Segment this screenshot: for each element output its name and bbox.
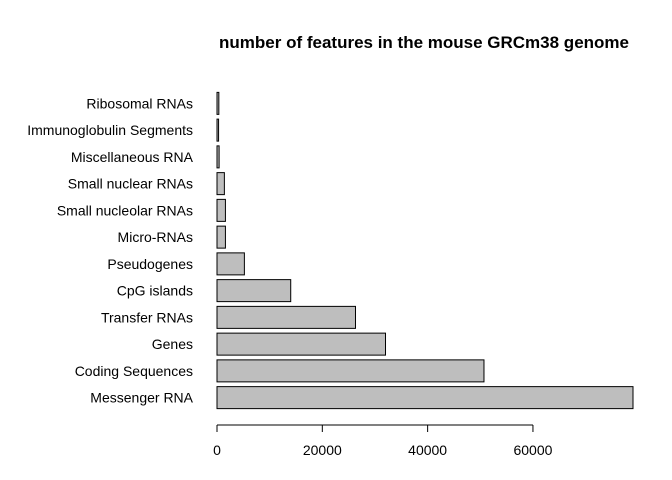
x-tick-label: 60000 [513, 442, 552, 458]
category-label: Messenger RNA [90, 390, 193, 406]
bar-coding-sequences [216, 359, 485, 383]
bars-layer [216, 91, 634, 410]
bar-ribosomal-rnas [216, 91, 220, 115]
category-label: Transfer RNAs [101, 309, 193, 325]
bar-genes [216, 332, 387, 356]
bar-cpg-islands [216, 279, 292, 303]
bar-messenger-rna [216, 386, 634, 410]
bar-micro-rnas [216, 225, 226, 249]
category-label: Genes [152, 336, 193, 352]
category-label: Micro-RNAs [118, 229, 193, 245]
category-label: Small nuclear RNAs [68, 176, 193, 192]
category-label: Immunoglobulin Segments [27, 122, 193, 138]
bar-pseudogenes [216, 252, 245, 276]
category-label: CpG islands [117, 283, 193, 299]
bar-immunoglobulin-segments [216, 118, 220, 142]
category-label: Miscellaneous RNA [71, 149, 194, 165]
bar-small-nuclear-rnas [216, 172, 225, 196]
bar-miscellaneous-rna [216, 145, 220, 169]
category-labels: Messenger RNA Coding Sequences Genes Transf… [27, 95, 193, 405]
category-label: Small nucleolar RNAs [57, 202, 193, 218]
x-tick-label: 40000 [408, 442, 447, 458]
chart-title: number of features in the mouse GRCm38 g… [219, 33, 629, 52]
bar-small-nucleolar-rnas [216, 198, 226, 222]
x-axis: 0 20000 40000 60000 [213, 424, 553, 458]
category-label: Ribosomal RNAs [86, 95, 193, 111]
category-label: Pseudogenes [107, 256, 193, 272]
x-tick-label: 20000 [303, 442, 342, 458]
category-label: Coding Sequences [75, 363, 193, 379]
x-tick-label: 0 [213, 442, 221, 458]
bar-transfer-rnas [216, 305, 356, 329]
